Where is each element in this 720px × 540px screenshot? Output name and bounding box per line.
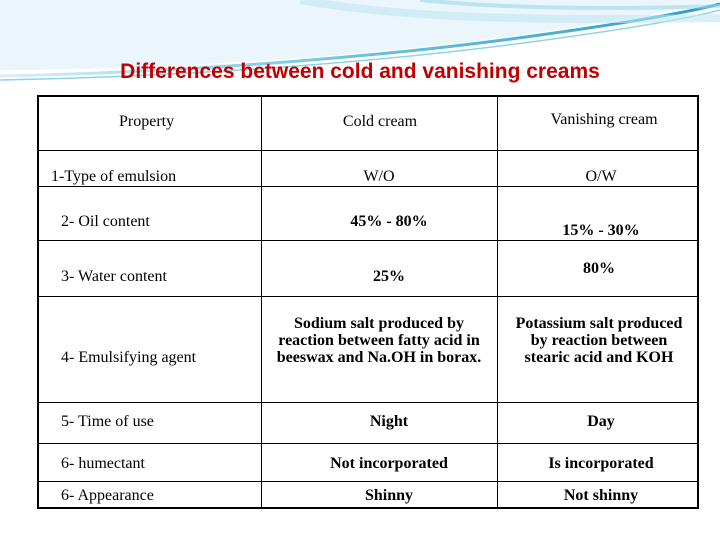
row-property: 6- Appearance <box>61 487 154 504</box>
decorative-wave-banner <box>0 0 720 81</box>
row-cold-value: 45% - 80% <box>350 213 428 230</box>
table-divider <box>497 97 498 507</box>
row-cold-value: Sodium salt produced by reaction between… <box>276 315 482 366</box>
row-property: 3- Water content <box>61 268 167 285</box>
row-property: 4- Emulsifying agent <box>61 349 197 366</box>
row-property: 2- Oil content <box>61 213 150 230</box>
row-vanishing-value: Is incorporated <box>548 455 654 472</box>
table-divider <box>39 402 697 403</box>
table-divider <box>39 481 697 482</box>
table-divider <box>39 240 697 241</box>
table-divider <box>39 443 697 444</box>
page-title: Differences between cold and vanishing c… <box>120 60 600 83</box>
table-divider <box>39 150 697 151</box>
row-property: 5- Time of use <box>61 413 154 430</box>
row-vanishing-value: Not shinny <box>563 487 639 504</box>
row-property: 1-Type of emulsion <box>51 168 177 185</box>
row-cold-value: Shinny <box>364 487 414 504</box>
header-property: Property <box>119 113 175 130</box>
table-divider <box>39 296 697 297</box>
row-vanishing-value: Potassium salt produced by reaction betw… <box>515 315 683 366</box>
row-cold-value: W/O <box>363 168 395 185</box>
header-vanishing-cream: Vanishing cream <box>550 111 658 128</box>
header-cold-cream: Cold cream <box>342 113 418 130</box>
row-vanishing-value: Day <box>587 413 615 430</box>
table-divider <box>39 186 697 187</box>
row-vanishing-value: 80% <box>583 260 615 277</box>
row-cold-value: Night <box>369 413 409 430</box>
comparison-table: Property Cold cream Vanishing cream 1-Ty… <box>37 95 699 509</box>
row-vanishing-value: 15% - 30% <box>562 222 640 239</box>
row-property: 6- humectant <box>61 455 145 472</box>
table-divider <box>261 97 262 507</box>
row-vanishing-value: O/W <box>585 168 617 185</box>
row-cold-value: 25% <box>373 268 405 285</box>
row-cold-value: Not incorporated <box>330 455 448 472</box>
